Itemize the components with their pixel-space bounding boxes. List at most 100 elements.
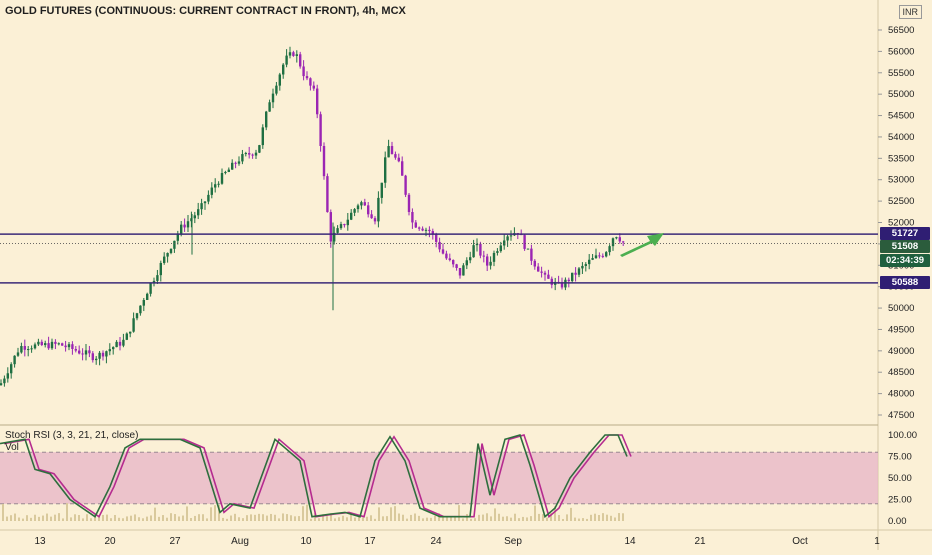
candle-body [503, 240, 506, 246]
candle-body [414, 222, 417, 228]
candle-body [322, 146, 326, 177]
candle-body [404, 175, 407, 195]
candle-body [193, 215, 196, 219]
candle-body [30, 348, 33, 350]
time-tick-label: 10 [300, 536, 312, 547]
candle-body [424, 229, 428, 231]
volume-bar [422, 518, 424, 521]
volume-bar [490, 516, 492, 521]
time-tick-label: 1 [874, 536, 880, 547]
time-tick-label: 13 [34, 536, 46, 547]
volume-bar [426, 517, 428, 521]
price-tick-label: 49500 [888, 324, 914, 335]
volume-bar [226, 518, 228, 521]
volume-bar [274, 514, 276, 521]
volume-bar [146, 516, 148, 521]
volume-bar [598, 514, 600, 521]
candle-body [370, 214, 373, 219]
candle-body [469, 257, 472, 261]
volume-bar [66, 503, 68, 521]
candle-body [47, 343, 50, 349]
candle-body [258, 145, 261, 153]
candle-body [288, 52, 292, 56]
candle-body [567, 279, 570, 282]
volume-bar [510, 517, 512, 521]
chart-title[interactable]: GOLD FUTURES (CONTINUOUS: CURRENT CONTRA… [5, 5, 406, 17]
candle-body [180, 224, 183, 234]
candle-body [336, 228, 339, 233]
candle-body [479, 243, 482, 256]
candle-body [377, 197, 380, 222]
candle-body [581, 265, 584, 269]
volume-bar [358, 514, 360, 521]
candle-body [265, 111, 268, 128]
candle-body [91, 353, 94, 361]
volume-bar [602, 513, 604, 521]
volume-bar [326, 516, 328, 521]
volume-bar [266, 515, 268, 521]
candle-body [95, 358, 98, 361]
candle-body [492, 252, 496, 262]
volume-bar [434, 515, 436, 521]
candle-body [506, 236, 509, 241]
candle-body [271, 93, 275, 103]
candle-body [462, 265, 465, 276]
candle-body [71, 344, 74, 349]
candle-body [390, 146, 394, 155]
volume-bar [238, 517, 240, 521]
candle-body [350, 212, 353, 220]
volume-bar [366, 516, 368, 521]
oscillator-tick-label: 50.00 [888, 473, 912, 484]
candle-body [254, 152, 258, 156]
volume-bar [294, 516, 296, 521]
volume-bar [386, 516, 388, 521]
volume-bar [270, 513, 272, 521]
candle-body [57, 343, 60, 345]
candle-body [353, 209, 356, 213]
price-axis[interactable]: 56500 56000 55500 55000 54500 54000 53500 53000… [878, 25, 914, 421]
volume-bar [262, 514, 264, 521]
volume-bar [606, 514, 608, 521]
currency-label[interactable]: INR [898, 5, 922, 19]
volume-label[interactable]: Vol [5, 442, 19, 453]
resistance-price-tag: 51727 [880, 227, 930, 240]
candle-body [455, 264, 458, 268]
stoch-rsi-title[interactable]: Stoch RSI (3, 3, 21, 21, close) [5, 430, 139, 441]
oscillator-group [0, 434, 878, 521]
volume-bar [330, 513, 332, 521]
volume-bar [526, 517, 528, 521]
volume-bar [338, 517, 340, 521]
volume-bar [378, 507, 380, 521]
volume-bar [382, 516, 384, 521]
volume-bar [374, 518, 376, 521]
support-price-tag: 50588 [880, 276, 930, 289]
oscillator-tick-label: 100.00 [888, 430, 917, 441]
candle-body [163, 256, 166, 263]
stoch-rsi-d-line [3, 434, 632, 519]
time-axis[interactable]: 13 20 27 Aug 10 17 24 Sep 14 21 Oct 1 [34, 536, 880, 547]
volume-bar [150, 515, 152, 521]
candle-body [387, 146, 390, 158]
candle-body [135, 313, 139, 319]
candle-body [224, 171, 227, 174]
projection-arrow [620, 233, 664, 257]
candle-body [142, 299, 145, 306]
candle-body [380, 182, 383, 198]
candle-body [149, 283, 152, 294]
volume-bar [542, 514, 544, 521]
volume-bar [2, 503, 4, 521]
candle-body [217, 183, 220, 185]
volume-bar [402, 514, 404, 521]
volume-bar [586, 518, 588, 521]
candle-body [248, 153, 251, 155]
candle-body [560, 282, 564, 288]
candle-body [237, 161, 241, 164]
candle-body [261, 127, 264, 146]
volume-bar [474, 518, 476, 521]
candle-body [0, 383, 3, 386]
volume-bar [42, 515, 44, 521]
volume-bar [302, 506, 304, 521]
candle-body [122, 339, 125, 346]
